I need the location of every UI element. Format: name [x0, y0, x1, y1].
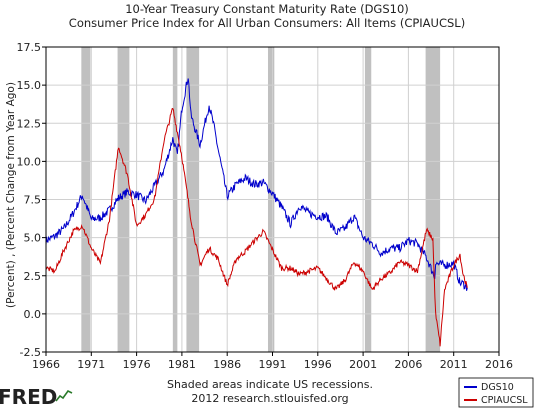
y-tick-label: 10.0: [17, 155, 42, 168]
chart-subtitle: Consumer Price Index for All Urban Consu…: [69, 16, 465, 30]
series-lines: [45, 78, 468, 347]
x-tick-label: 2016: [485, 358, 513, 371]
recession-note: Shaded areas indicate US recessions.: [167, 378, 373, 391]
y-tick-label: 7.5: [24, 194, 42, 207]
y-axis-label: (Percent) , (Percent Change from Year Ag…: [5, 82, 17, 308]
x-tick-label: 1976: [123, 358, 151, 371]
legend-label-dgs10: DGS10: [481, 382, 514, 393]
x-tick-label: 2006: [394, 358, 422, 371]
y-tick-label: 15.0: [17, 79, 42, 92]
fred-logo: FRED: [0, 385, 73, 409]
y-tick-label: 5.0: [24, 232, 42, 245]
y-tick-label: -2.5: [20, 346, 41, 359]
fred-logo-graph-icon: [55, 389, 73, 402]
fred-logo-text: FRED: [0, 385, 57, 409]
x-tick-label: 2011: [440, 358, 468, 371]
y-tick-label: 17.5: [17, 41, 42, 54]
source-note: 2012 research.stlouisfed.org: [191, 392, 348, 405]
x-tick-label: 1966: [32, 358, 60, 371]
series-line-cpiaucsl: [45, 107, 468, 347]
legend-box: [458, 377, 534, 408]
legend-label-cpiaucsl: CPIAUCSL: [481, 395, 528, 406]
legend: DGS10 CPIAUCSL: [458, 377, 534, 408]
x-tick-label: 1971: [77, 358, 105, 371]
x-tick-label: 1996: [304, 358, 332, 371]
chart-title: 10-Year Treasury Constant Maturity Rate …: [125, 2, 409, 16]
series-line-dgs10: [45, 78, 468, 291]
y-tick-label: 2.5: [24, 270, 42, 283]
y-tick-label: 12.5: [17, 117, 42, 130]
x-tick-label: 1991: [259, 358, 287, 371]
x-tick-label: 1986: [213, 358, 241, 371]
y-tick-label: 0.0: [24, 308, 42, 321]
axis-ticks: -2.5 0.0 2.5 5.0 7.5 10.0 12.5 15.0 17.5 1966 1971…: [17, 41, 514, 371]
x-tick-label: 2001: [349, 358, 377, 371]
x-tick-label: 1981: [168, 358, 196, 371]
